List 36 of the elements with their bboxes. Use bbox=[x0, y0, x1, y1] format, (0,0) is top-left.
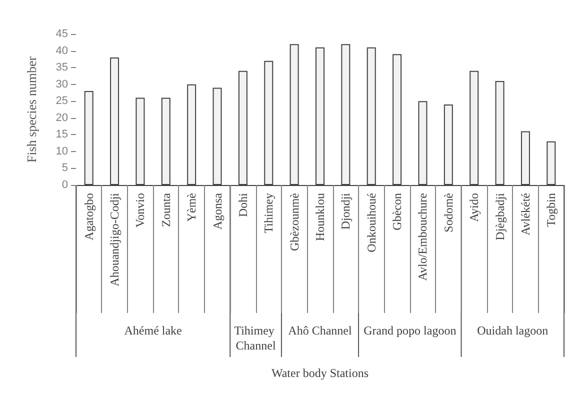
y-tick-label: 30 bbox=[56, 78, 68, 90]
x-tick-label: Tihimey bbox=[262, 193, 276, 234]
x-tick-label: Sodomè bbox=[441, 193, 456, 232]
x-tick-label: Djondji bbox=[338, 192, 353, 230]
text: Grand popo lagoon bbox=[364, 324, 456, 338]
text: Ahémé lake bbox=[124, 324, 182, 338]
x-tick-label: Avlékété bbox=[518, 193, 532, 236]
y-tick-label: 15 bbox=[56, 128, 68, 141]
x-tick-label: Togbin bbox=[544, 193, 558, 227]
text: Water body Stations bbox=[271, 366, 369, 380]
y-tick-label: 35 bbox=[56, 62, 68, 74]
text: Tihimey Channel bbox=[234, 324, 278, 352]
y-tick-label: 40 bbox=[56, 44, 68, 57]
y-tick-label: 45 bbox=[56, 28, 68, 40]
x-tick-label: Gbèzounmè bbox=[287, 193, 302, 251]
y-tick-label: 0 bbox=[62, 179, 68, 191]
x-tick-label: Agatogbo bbox=[82, 193, 96, 240]
x-tick-label: Avlo/Embouchure bbox=[416, 193, 430, 281]
y-tick-label: 25 bbox=[56, 95, 68, 108]
text: Ahô Channel bbox=[288, 324, 352, 338]
x-tick-label: Djègbadji bbox=[492, 192, 507, 240]
y-tick-label: 5 bbox=[62, 162, 68, 174]
y-axis-title: Fish species number bbox=[24, 56, 39, 163]
x-tick-label: Onkouihoué bbox=[364, 193, 378, 252]
x-tick-label: Vonvio bbox=[133, 193, 148, 228]
x-tick-label: Yèmè bbox=[184, 193, 199, 222]
x-tick-label: Zounta bbox=[158, 192, 173, 227]
x-tick-label: Agonsa bbox=[210, 192, 224, 230]
y-tick-label: 20 bbox=[56, 112, 68, 124]
x-tick-label: Hounklou bbox=[313, 193, 327, 241]
x-tick-label: Gbècon bbox=[390, 193, 404, 230]
x-tick-label: Ayido bbox=[467, 193, 482, 222]
text: Ouidah lagoon bbox=[477, 324, 548, 338]
x-tick-label: Dohi bbox=[236, 192, 250, 217]
x-tick-label: Ahouandjigo-Codji bbox=[108, 192, 122, 286]
y-tick-label: 10 bbox=[56, 145, 68, 158]
